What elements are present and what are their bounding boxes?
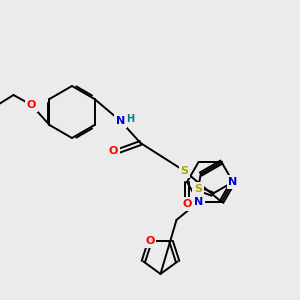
- Text: S: S: [194, 184, 202, 194]
- Text: O: O: [182, 199, 192, 209]
- Text: N: N: [194, 197, 203, 207]
- Text: N: N: [228, 177, 238, 187]
- Text: O: O: [27, 100, 36, 110]
- Text: S: S: [181, 166, 188, 176]
- Text: N: N: [116, 116, 125, 126]
- Text: H: H: [127, 114, 135, 124]
- Text: O: O: [109, 146, 118, 156]
- Text: O: O: [145, 236, 154, 246]
